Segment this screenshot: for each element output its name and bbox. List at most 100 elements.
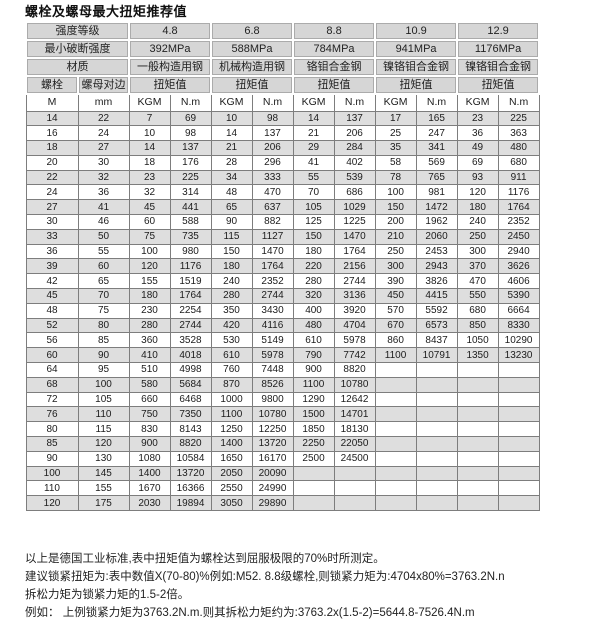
table-row: 60 90 410 4018 610 5978 790 7742 1100 10791 1350 13… xyxy=(25,347,540,364)
table-cell: 1650 xyxy=(210,450,253,467)
table-cell: 2744 xyxy=(251,288,294,304)
table-cell: 25 xyxy=(374,125,417,142)
table-cell: 150 xyxy=(374,199,417,216)
table-cell: 60 xyxy=(77,258,130,275)
table-cell: 13230 xyxy=(497,347,540,364)
table-cell: 765 xyxy=(415,169,458,186)
table-cell: 29 xyxy=(292,140,335,156)
table-cell xyxy=(374,450,417,467)
table-cell: 320 xyxy=(292,288,335,304)
table-cell: 46 xyxy=(77,214,130,230)
table-cell: 4998 xyxy=(169,362,212,378)
table-cell: 220 xyxy=(292,258,335,275)
table-cell: 68 xyxy=(25,376,79,393)
table-cell: 69 xyxy=(169,110,212,127)
table-cell: 180 xyxy=(456,199,499,216)
table-cell: 105 xyxy=(77,391,130,408)
torque-table: 强度等级 4.8 6.8 8.8 10.9 12.9 最小破断强度 392MPa… xyxy=(25,21,541,512)
table-cell: 284 xyxy=(333,140,376,156)
table-cell xyxy=(456,376,499,393)
table-row: 39 60 120 1176 180 1764 220 2156 300 2943 370 3626 xyxy=(25,258,540,275)
table-cell: 510 xyxy=(128,362,171,378)
table-cell xyxy=(497,450,540,467)
table-cell: 30 xyxy=(77,154,130,171)
table-cell: 155 xyxy=(77,480,130,497)
table-cell: 137 xyxy=(251,125,294,142)
table-cell: 115 xyxy=(77,421,130,438)
table-cell: 8437 xyxy=(415,332,458,349)
table-cell: 64 xyxy=(25,362,79,378)
table-cell: 1764 xyxy=(251,258,294,275)
table-row: 45 70 180 1764 280 2744 320 3136 450 4415 550 5390 xyxy=(25,288,540,304)
table-cell: 2550 xyxy=(210,480,253,497)
table-cell: 588 xyxy=(169,214,212,230)
table-cell: 22050 xyxy=(333,436,376,452)
table-cell: 1100 xyxy=(210,406,253,423)
table-cell: 1850 xyxy=(292,421,335,438)
table-cell: 1100 xyxy=(292,376,335,393)
table-cell: 441 xyxy=(169,199,212,216)
table-cell: 760 xyxy=(210,362,253,378)
table-cell: 33 xyxy=(25,228,79,245)
table-row: 76 110 750 7350 1100 10780 1500 14701 xyxy=(25,406,540,423)
table-cell: 24990 xyxy=(251,480,294,497)
table-cell: 1472 xyxy=(415,199,458,216)
table-cell: 1764 xyxy=(497,199,540,216)
table-header: 强度等级 4.8 6.8 8.8 10.9 12.9 最小破断强度 392MPa… xyxy=(25,21,541,112)
material-value: 一般构造用钢 xyxy=(127,57,213,77)
table-cell: 1050 xyxy=(456,332,499,349)
table-cell: 2352 xyxy=(497,214,540,230)
table-cell: 1127 xyxy=(251,228,294,245)
material-value: 铬钼合金钢 xyxy=(292,57,377,77)
table-cell: 76 xyxy=(25,406,79,423)
table-cell: 48 xyxy=(25,302,79,319)
table-row: 72 105 660 6468 1000 9800 1290 12642 xyxy=(25,391,540,408)
table-cell: 480 xyxy=(292,317,335,334)
table-cell: 210 xyxy=(374,228,417,245)
table-cell: 240 xyxy=(210,273,253,290)
table-cell: 130 xyxy=(77,450,130,467)
table-cell: 69 xyxy=(456,154,499,171)
table-cell: 155 xyxy=(128,273,171,290)
table-cell: 1764 xyxy=(169,288,212,304)
table-cell: 850 xyxy=(456,317,499,334)
table-cell: 16366 xyxy=(169,480,212,497)
table-cell: 2156 xyxy=(333,258,376,275)
table-cell xyxy=(497,406,540,423)
table-cell: 402 xyxy=(333,154,376,171)
torque-table-body: 14 22 7 69 10 98 14 137 17 165 23 225 16 24 10 98 14 137 2… xyxy=(25,110,540,512)
nut-label: 螺母对边 xyxy=(77,75,130,95)
table-cell: 1225 xyxy=(333,214,376,230)
table-cell: 36 xyxy=(456,125,499,142)
table-cell: 550 xyxy=(456,288,499,304)
table-cell xyxy=(374,480,417,497)
table-row: 90 130 1080 10584 1650 16170 2500 24500 xyxy=(25,450,540,467)
table-cell xyxy=(456,450,499,467)
table-cell: 20 xyxy=(25,154,79,171)
table-cell: 200 xyxy=(374,214,417,230)
grade-value: 6.8 xyxy=(210,21,295,41)
table-cell: 5390 xyxy=(497,288,540,304)
table-cell: 70 xyxy=(77,288,130,304)
table-cell: 180 xyxy=(292,243,335,260)
table-cell: 60 xyxy=(128,214,171,230)
table-cell: 5978 xyxy=(251,347,294,364)
table-cell: 58 xyxy=(374,154,417,171)
table-cell: 36 xyxy=(25,243,79,260)
table-cell: 2744 xyxy=(333,273,376,290)
unit-kgm: KGM xyxy=(456,93,499,112)
table-cell: 3626 xyxy=(497,258,540,275)
table-cell xyxy=(497,421,540,438)
table-cell: 7 xyxy=(128,110,171,127)
table-cell: 410 xyxy=(128,347,171,364)
table-cell: 120 xyxy=(25,495,79,512)
table-cell: 65 xyxy=(77,273,130,290)
table-cell: 3528 xyxy=(169,332,212,349)
table-cell: 3826 xyxy=(415,273,458,290)
table-cell: 4704 xyxy=(333,317,376,334)
material-row: 材质 一般构造用钢 机械构造用钢 铬钼合金钢 镍铬钼合金钢 镍铬钼合金钢 xyxy=(25,57,541,77)
table-cell: 45 xyxy=(128,199,171,216)
table-cell xyxy=(374,465,417,482)
table-cell: 30 xyxy=(25,214,79,230)
table-cell xyxy=(497,436,540,452)
